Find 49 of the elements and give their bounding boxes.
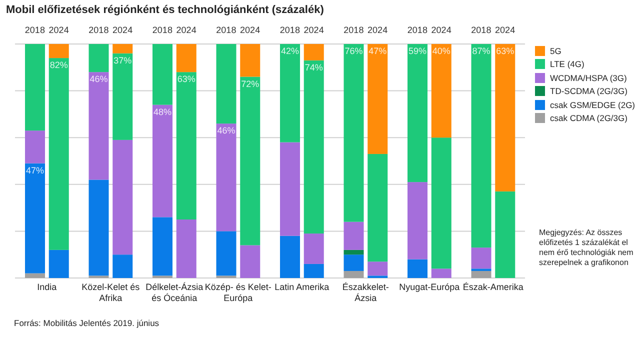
- data-label: 87%: [472, 46, 490, 56]
- x-tick-label: 2024: [368, 25, 388, 35]
- x-tick-label: 2024: [176, 25, 196, 35]
- text: Közel-Kelet és Afrika: [80, 282, 141, 304]
- legend-label: TD-SCDMA (2G/3G): [550, 86, 628, 96]
- text: Latin Amerika: [274, 282, 330, 292]
- legend-label: csak CDMA (2G/3G): [550, 113, 628, 124]
- text: Délkelet-Ázsia és Óceánia: [146, 282, 204, 303]
- data-label: 82%: [50, 60, 68, 70]
- x-tick-label: 2018: [344, 25, 364, 35]
- data-label: 37%: [114, 55, 132, 66]
- x-tick-label: 2024: [431, 25, 452, 35]
- data-label: 74%: [304, 62, 323, 72]
- data-label: 46%: [90, 74, 108, 84]
- data-label: 47%: [368, 46, 387, 56]
- text: Észak-Amerika: [462, 282, 524, 293]
- text: Nyugat-Európa: [398, 282, 461, 293]
- data-label: 47%: [26, 165, 44, 176]
- x-tick-label: 2024: [304, 25, 324, 35]
- text: Forrás: Mobilitás Jelentés 2019. június: [14, 318, 160, 328]
- x-tick-label: 2018: [280, 25, 300, 35]
- legend-label: WCDMA/HSPA (3G): [550, 72, 627, 83]
- legend-label: csak GSM/EDGE (2G): [550, 100, 636, 110]
- data-label: 63%: [496, 46, 514, 56]
- data-label: 46%: [217, 126, 236, 136]
- x-tick-label: 2018: [471, 25, 492, 35]
- data-label: 42%: [280, 46, 300, 56]
- data-label: 48%: [153, 106, 172, 117]
- x-tick-label: 2024: [240, 25, 260, 35]
- x-tick-label: 2018: [24, 25, 45, 35]
- text: India: [36, 282, 58, 293]
- x-tick-label: 2024: [495, 25, 516, 35]
- x-tick-label: 2018: [152, 25, 172, 35]
- data-label: 63%: [177, 74, 196, 84]
- text: Közép- és Kelet-Európa: [204, 282, 272, 304]
- text: Megjegyzés: Az összes előfizetés 1 százalékát el nem érő technológiák nem szerepelnek a grafikonon: [539, 228, 634, 268]
- legend-label: LTE (4G): [550, 59, 584, 70]
- x-tick-label: 2018: [88, 25, 109, 35]
- x-tick-label: 2024: [112, 25, 133, 35]
- x-tick-label: 2018: [407, 25, 428, 35]
- data-label: 40%: [432, 46, 450, 56]
- text: Északkelet-Ázsia: [341, 282, 390, 304]
- data-label: 72%: [241, 78, 260, 89]
- chart-title: Mobil előfizetések régiónként és technológiánként (százalék): [6, 4, 324, 16]
- data-label: 76%: [344, 46, 363, 56]
- data-label: 59%: [408, 46, 427, 56]
- x-tick-label: 2018: [216, 25, 236, 35]
- legend-label: 5G: [550, 46, 562, 56]
- x-tick-label: 2024: [48, 25, 69, 35]
